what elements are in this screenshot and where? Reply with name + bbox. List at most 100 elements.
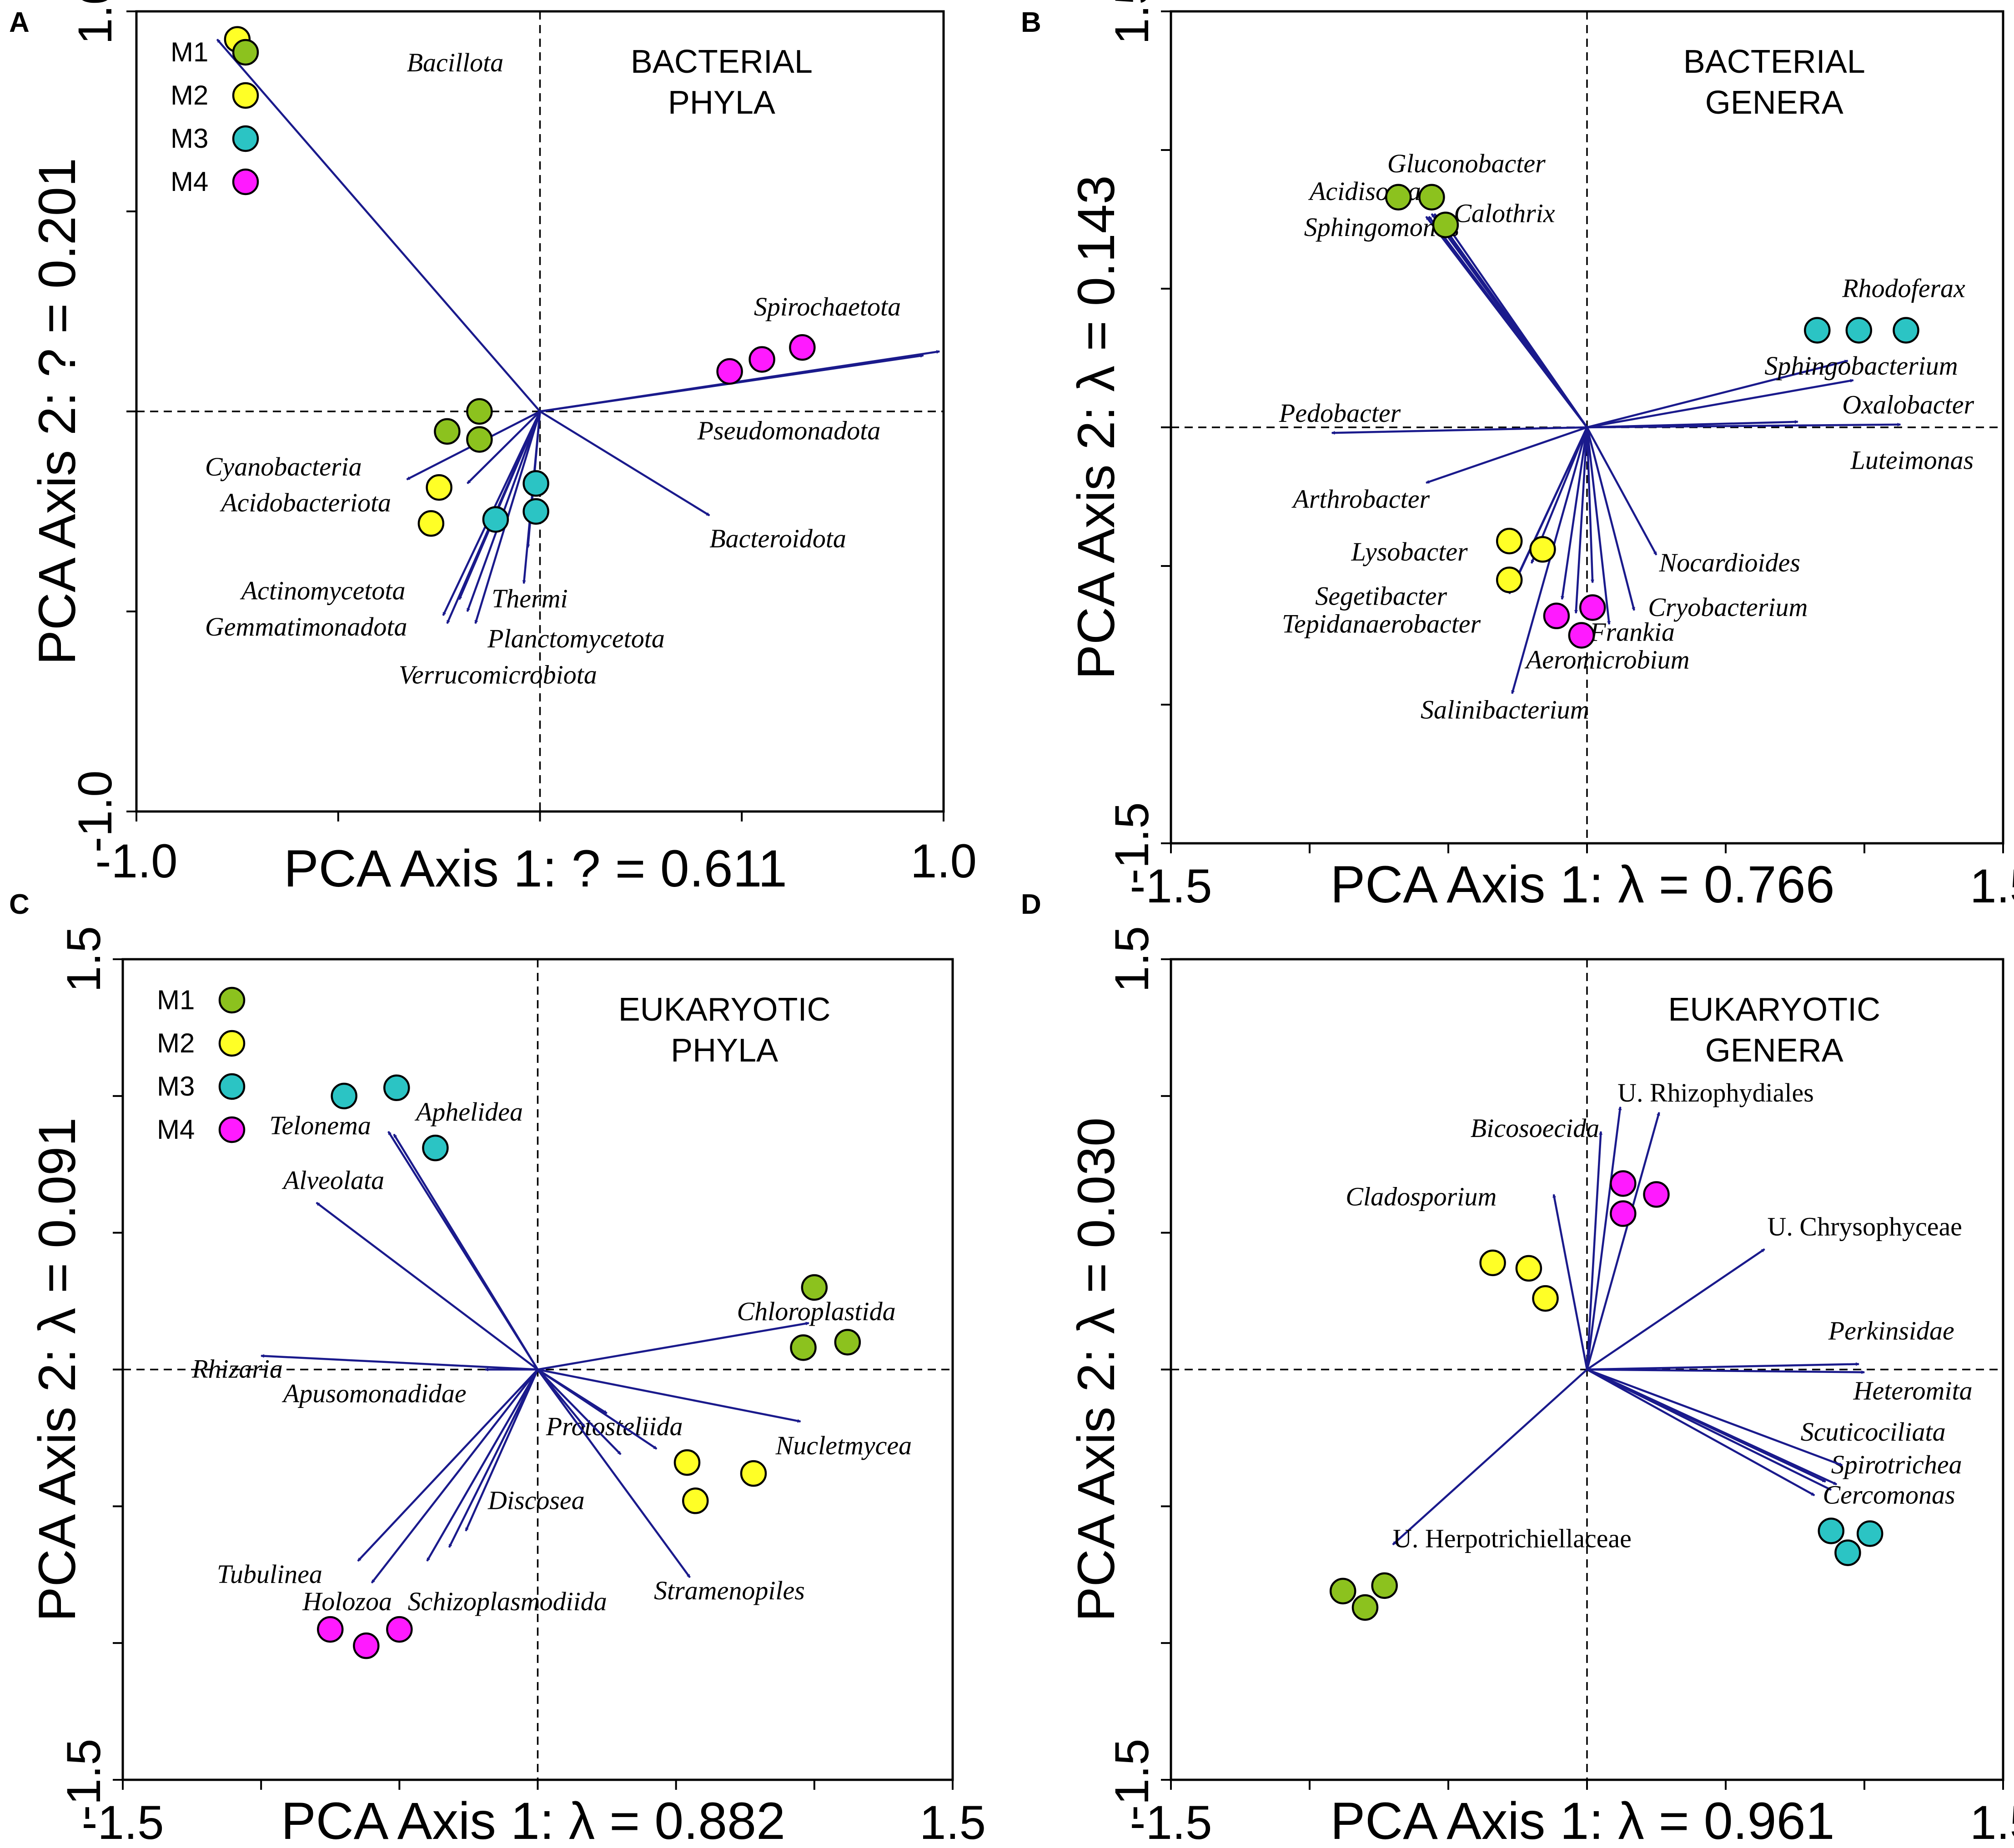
vector-arrow bbox=[357, 1368, 539, 1562]
sample-point-m3 bbox=[1834, 1539, 1861, 1566]
vector-arrow bbox=[465, 1369, 539, 1532]
legend-swatch-m1 bbox=[218, 987, 246, 1014]
sample-point-m3 bbox=[522, 498, 549, 525]
vector-label: Arthrobacter bbox=[1291, 484, 1430, 514]
legend-label: M4 bbox=[157, 1114, 195, 1145]
vector-arrow bbox=[1392, 1368, 1588, 1546]
sample-point-m3 bbox=[1804, 317, 1831, 344]
sample-point-m1 bbox=[466, 398, 493, 425]
sample-point-m2 bbox=[1532, 1285, 1559, 1312]
y-axis-title: PCA Axis 2: λ = 0.030 bbox=[1067, 1117, 1125, 1622]
y-tick-label: -1.0 bbox=[69, 771, 122, 853]
vector-label: Cryobacterium bbox=[1648, 592, 1808, 622]
legend-swatch-m3 bbox=[232, 125, 259, 152]
vector-arrow bbox=[1586, 1248, 1765, 1371]
sample-point-m1 bbox=[1371, 1572, 1398, 1599]
x-tick-label: -1.5 bbox=[1130, 860, 1212, 913]
vector-arrow bbox=[448, 1369, 539, 1548]
sample-point-m1 bbox=[790, 1334, 817, 1361]
sample-point-m1 bbox=[1329, 1578, 1356, 1605]
vector-label: Tubulinea bbox=[217, 1559, 322, 1589]
vector-label: Spirotrichea bbox=[1831, 1450, 1962, 1479]
vector-label: Scuticociliata bbox=[1801, 1417, 1946, 1447]
sample-point-m3 bbox=[1818, 1517, 1845, 1544]
vector-label: Thermi bbox=[492, 584, 568, 613]
y-axis-title: PCA Axis 2: ? = 0.201 bbox=[28, 158, 86, 665]
vector-label: Tepidanaerobacter bbox=[1282, 609, 1481, 638]
legend-label: M4 bbox=[171, 166, 208, 197]
legend-swatch-m2 bbox=[218, 1030, 246, 1057]
sample-point-m3 bbox=[1856, 1520, 1883, 1547]
vector-arrow bbox=[1586, 1131, 1603, 1370]
panel-a: A -1.0 1.0 -1.0 1.0 PCA Axis 1: ? = 0.611 PCA … bbox=[9, 0, 977, 898]
vector-label: Schizoplasmodiida bbox=[408, 1587, 607, 1616]
vector-label: Nocardioides bbox=[1659, 548, 1800, 577]
legend-swatch-m2 bbox=[232, 82, 259, 109]
vector-label: Pedobacter bbox=[1279, 398, 1401, 428]
legend-label: M2 bbox=[171, 80, 208, 110]
vector-arrow bbox=[1586, 426, 1657, 556]
vector-label: Segetibacter bbox=[1315, 581, 1447, 611]
x-axis-title: PCA Axis 1: λ = 0.882 bbox=[281, 1792, 785, 1848]
vector-label: Cyanobacteria bbox=[205, 452, 362, 481]
vector-label: Acidobacteriota bbox=[219, 488, 391, 517]
vector-arrow bbox=[1425, 426, 1587, 484]
vector-label: Rhodoferax bbox=[1842, 273, 1965, 303]
vector-label: U. Herpotrichiellaceae bbox=[1393, 1524, 1632, 1553]
sample-point-m1 bbox=[434, 418, 461, 445]
sample-point-m4 bbox=[748, 346, 775, 373]
vector-label: Gluconobacter bbox=[1387, 149, 1546, 178]
sample-point-m4 bbox=[317, 1616, 344, 1643]
vector-arrow bbox=[1514, 427, 1588, 583]
sample-point-m3 bbox=[422, 1134, 449, 1162]
sample-point-m4 bbox=[353, 1632, 380, 1659]
panel-letter: D bbox=[1021, 889, 1041, 920]
vector-label: Gemmatimonadota bbox=[205, 612, 407, 641]
vector-label: Bacteroidota bbox=[709, 524, 846, 553]
sample-point-m4 bbox=[1643, 1181, 1670, 1208]
x-tick-label: 1.5 bbox=[1970, 860, 2014, 913]
vector-arrow bbox=[1587, 379, 1854, 429]
sample-point-m2 bbox=[740, 1460, 767, 1487]
panel-title-line: EUKARYOTIC bbox=[618, 992, 831, 1028]
x-tick-label: 1.5 bbox=[1970, 1796, 2014, 1848]
sample-point-m3 bbox=[383, 1074, 410, 1102]
vector-arrow bbox=[371, 1369, 539, 1584]
sample-point-m1 bbox=[801, 1274, 828, 1301]
sample-point-m2 bbox=[1515, 1255, 1542, 1282]
vector-label: Verrucomicrobiota bbox=[399, 660, 597, 689]
vector-arrow bbox=[1574, 427, 1588, 614]
vector-label: Calothrix bbox=[1454, 199, 1555, 228]
vector-arrow bbox=[537, 1322, 809, 1371]
vector-arrow bbox=[316, 1202, 538, 1371]
vector-label: Rhizaria bbox=[191, 1354, 283, 1384]
vector-label: Lysobacter bbox=[1351, 537, 1468, 566]
sample-point-m4 bbox=[716, 358, 743, 385]
x-tick-label: -1.5 bbox=[82, 1796, 164, 1848]
vector-label: Bacillota bbox=[407, 48, 504, 77]
panel-title-line: BACTERIAL bbox=[631, 44, 813, 80]
legend-label: M3 bbox=[171, 123, 208, 154]
vector-arrow bbox=[387, 1131, 539, 1370]
vector-arrow bbox=[458, 411, 541, 600]
sample-point-m2 bbox=[1529, 536, 1556, 563]
sample-point-m4 bbox=[789, 334, 816, 361]
vector-arrow bbox=[426, 1369, 539, 1562]
sample-point-m2 bbox=[417, 510, 445, 537]
vector-label: Perkinsidae bbox=[1828, 1316, 1954, 1345]
sample-point-m1 bbox=[466, 426, 493, 453]
vector-arrow bbox=[467, 411, 541, 484]
vector-label: Discosea bbox=[487, 1485, 585, 1515]
sample-point-m3 bbox=[1893, 317, 1919, 344]
legend-swatch-m4 bbox=[232, 168, 259, 195]
vector-arrow bbox=[216, 39, 541, 412]
sample-point-m4 bbox=[1579, 594, 1606, 621]
sample-point-m1 bbox=[1351, 1594, 1379, 1621]
vector-arrow bbox=[537, 1368, 801, 1423]
sample-point-m4 bbox=[1543, 602, 1570, 630]
y-axis-title: PCA Axis 2: λ = 0.091 bbox=[28, 1117, 86, 1622]
sample-point-m2 bbox=[1479, 1249, 1506, 1277]
vector-arrow bbox=[260, 1354, 538, 1371]
vector-label: Actinomycetota bbox=[240, 576, 406, 606]
